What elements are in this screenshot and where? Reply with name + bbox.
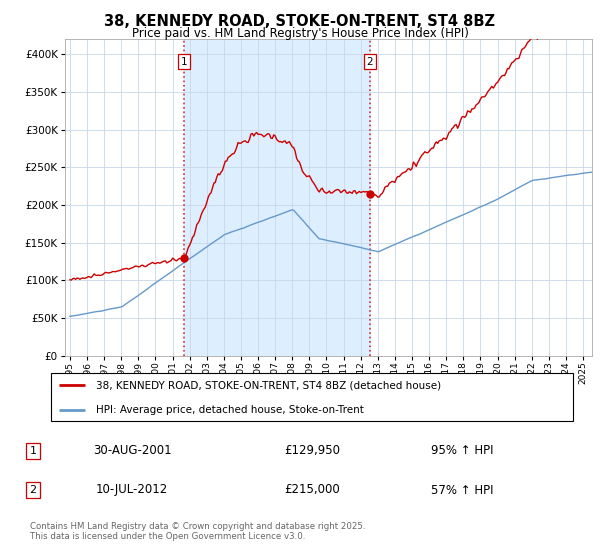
Text: £129,950: £129,950 xyxy=(284,444,340,458)
Text: 1: 1 xyxy=(29,446,37,456)
Text: 1: 1 xyxy=(181,57,187,67)
Text: Price paid vs. HM Land Registry's House Price Index (HPI): Price paid vs. HM Land Registry's House … xyxy=(131,27,469,40)
Text: 2: 2 xyxy=(367,57,373,67)
Text: 10-JUL-2012: 10-JUL-2012 xyxy=(96,483,168,497)
FancyBboxPatch shape xyxy=(50,374,574,421)
Text: HPI: Average price, detached house, Stoke-on-Trent: HPI: Average price, detached house, Stok… xyxy=(95,405,364,415)
Text: 30-AUG-2001: 30-AUG-2001 xyxy=(92,444,172,458)
Text: Contains HM Land Registry data © Crown copyright and database right 2025.
This d: Contains HM Land Registry data © Crown c… xyxy=(30,522,365,542)
Bar xyxy=(184,39,370,356)
Text: 38, KENNEDY ROAD, STOKE-ON-TRENT, ST4 8BZ: 38, KENNEDY ROAD, STOKE-ON-TRENT, ST4 8B… xyxy=(104,14,496,29)
Text: 95% ↑ HPI: 95% ↑ HPI xyxy=(431,444,493,458)
Text: £215,000: £215,000 xyxy=(284,483,340,497)
Text: 38, KENNEDY ROAD, STOKE-ON-TRENT, ST4 8BZ (detached house): 38, KENNEDY ROAD, STOKE-ON-TRENT, ST4 8B… xyxy=(95,380,440,390)
Text: 2: 2 xyxy=(29,485,37,495)
Text: 57% ↑ HPI: 57% ↑ HPI xyxy=(431,483,493,497)
